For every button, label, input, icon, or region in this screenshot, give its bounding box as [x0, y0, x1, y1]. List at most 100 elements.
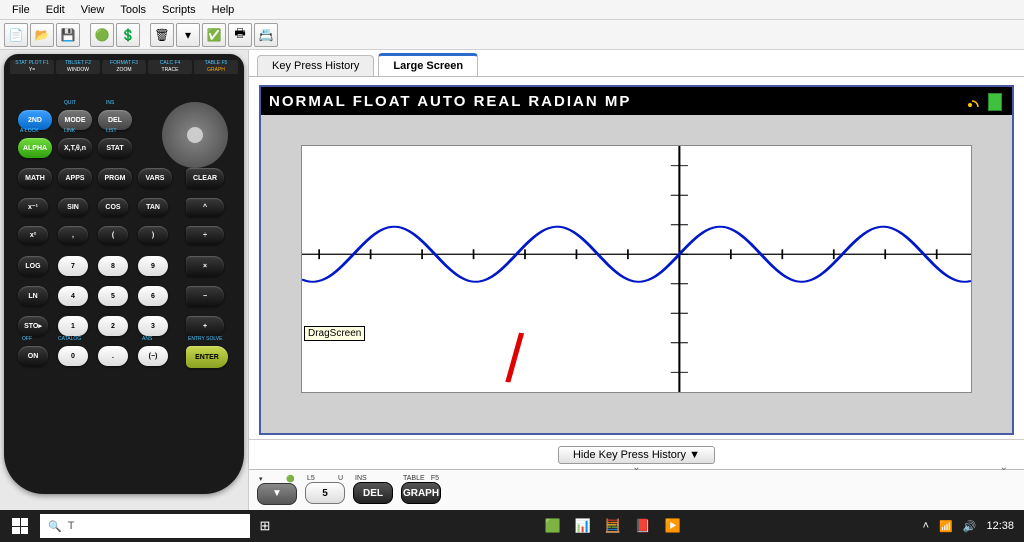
key-clear[interactable]: CLEAR [186, 168, 224, 188]
taskbar-search[interactable]: 🔍 T [40, 514, 250, 538]
fkey-trace[interactable]: CALC F4TRACE [148, 60, 192, 74]
calculator-keypad: 2ND MODE DEL QUIT INS ALPHA X,T,θ,n STAT… [10, 80, 238, 460]
key-1[interactable]: 1 [58, 316, 88, 336]
key-prgm[interactable]: PRGM [98, 168, 132, 188]
key-sq[interactable]: x² [18, 226, 48, 244]
app-icon-3[interactable]: 🧮 [600, 513, 626, 539]
key-math[interactable]: MATH [18, 168, 52, 188]
ks-graph[interactable]: TABLEF5 GRAPH [401, 475, 441, 504]
battery-icon [988, 93, 1002, 111]
strip-handle-icon[interactable]: ⌄ [625, 462, 649, 474]
plot-area[interactable]: DragScreen [301, 145, 972, 393]
key-vars[interactable]: VARS [138, 168, 172, 188]
key-stat[interactable]: STAT [98, 138, 132, 158]
status-strip: NORMAL FLOAT AUTO REAL RADIAN MP [261, 87, 1012, 115]
fkey-zoom[interactable]: FORMAT F3ZOOM [102, 60, 146, 74]
key-2[interactable]: 2 [98, 316, 128, 336]
key-enter[interactable]: ENTER [186, 346, 228, 368]
fkey-graph[interactable]: TABLE F5GRAPH [194, 60, 238, 74]
calculator-panel: STAT PLOT F1Y= TBLSET F2WINDOW FORMAT F3… [0, 50, 248, 510]
fkey-y[interactable]: STAT PLOT F1Y= [10, 60, 54, 74]
tab-large-screen[interactable]: Large Screen [378, 53, 478, 76]
key-sub[interactable]: − [186, 286, 224, 306]
tb-trash-icon[interactable]: 🗑 [150, 23, 174, 47]
tray-wifi-icon[interactable]: 📶 [939, 520, 953, 533]
key-alpha[interactable]: ALPHA [18, 138, 52, 158]
tb-check-icon[interactable]: ✅ [202, 23, 226, 47]
key-div[interactable]: ÷ [186, 226, 224, 244]
key-7[interactable]: 7 [58, 256, 88, 276]
tray-chevron-icon[interactable]: ˄ [923, 520, 929, 532]
toolbar: 📄 📂 💾 🟢 💲 🗑 ▾ ✅ 🖶 📇 [0, 20, 1024, 50]
key-caret[interactable]: ^ [186, 198, 224, 216]
status-text: NORMAL FLOAT AUTO REAL RADIAN MP [269, 93, 631, 110]
key-9[interactable]: 9 [138, 256, 168, 276]
tb-run-icon[interactable]: 🟢 [90, 23, 114, 47]
key-inv[interactable]: x⁻¹ [18, 198, 48, 216]
key-mode[interactable]: MODE [58, 110, 92, 130]
key-rparen[interactable]: ) [138, 226, 168, 244]
taskview-icon[interactable]: ⊞ [252, 513, 278, 539]
key-0[interactable]: 0 [58, 346, 88, 366]
key-sin[interactable]: SIN [58, 198, 88, 216]
tb-money-icon[interactable]: 💲 [116, 23, 140, 47]
key-apps[interactable]: APPS [58, 168, 92, 188]
key-add[interactable]: + [186, 316, 224, 336]
menu-file[interactable]: File [4, 2, 38, 18]
dpad[interactable] [162, 102, 228, 168]
app-icon-1[interactable]: 🟩 [540, 513, 566, 539]
taskbar-clock[interactable]: 12:38 [986, 520, 1014, 532]
ks-del[interactable]: INS DEL [353, 475, 393, 504]
tb-dropdown-icon[interactable]: ▾ [176, 23, 200, 47]
app-icon-5[interactable]: ▶️ [660, 513, 686, 539]
tb-print-icon[interactable]: 🖶 [228, 23, 252, 47]
app-icon-2[interactable]: 📊 [570, 513, 596, 539]
key-log[interactable]: LOG [18, 256, 48, 276]
ks-down[interactable]: ▾🟢 ▼ [257, 475, 297, 505]
tb-card-icon[interactable]: 📇 [254, 23, 278, 47]
menu-tools[interactable]: Tools [112, 2, 154, 18]
tray-vol-icon[interactable]: 🔊 [963, 520, 977, 533]
signal-icon [966, 95, 980, 109]
key-2nd[interactable]: 2ND [18, 110, 52, 130]
menu-edit[interactable]: Edit [38, 2, 73, 18]
key-cos[interactable]: COS [98, 198, 128, 216]
search-icon: 🔍 [48, 520, 62, 533]
key-4[interactable]: 4 [58, 286, 88, 306]
drag-tooltip: DragScreen [304, 326, 365, 341]
key-8[interactable]: 8 [98, 256, 128, 276]
search-placeholder: T [68, 520, 75, 532]
tb-open-icon[interactable]: 📂 [30, 23, 54, 47]
menu-view[interactable]: View [73, 2, 113, 18]
key-3[interactable]: 3 [138, 316, 168, 336]
key-comma[interactable]: , [58, 226, 88, 244]
tabs: Key Press History Large Screen [249, 50, 1024, 77]
key-ln[interactable]: LN [18, 286, 48, 306]
tb-new-icon[interactable]: 📄 [4, 23, 28, 47]
key-sto[interactable]: STO▸ [18, 316, 48, 336]
app-icon-4[interactable]: 📕 [630, 513, 656, 539]
ks-5[interactable]: L5U 5 [305, 475, 345, 504]
key-tan[interactable]: TAN [138, 198, 168, 216]
strip-handle-right-icon[interactable]: ⌄ [1000, 462, 1008, 473]
tb-save-icon[interactable]: 💾 [56, 23, 80, 47]
menu-help[interactable]: Help [204, 2, 243, 18]
start-button[interactable] [0, 518, 40, 534]
key-5[interactable]: 5 [98, 286, 128, 306]
key-xton[interactable]: X,T,θ,n [58, 138, 92, 158]
key-on[interactable]: ON [18, 346, 48, 366]
key-mul[interactable]: × [186, 256, 224, 276]
menu-scripts[interactable]: Scripts [154, 2, 204, 18]
system-tray: ˄ 📶 🔊 12:38 [913, 520, 1024, 533]
key-history-strip: ⌄ ▾🟢 ▼ L5U 5 INS DEL TABLEF5 GRAPH ⌄ [249, 469, 1024, 510]
key-del[interactable]: DEL [98, 110, 132, 130]
menu-bar: File Edit View Tools Scripts Help [0, 0, 1024, 20]
key-6[interactable]: 6 [138, 286, 168, 306]
fkey-window[interactable]: TBLSET F2WINDOW [56, 60, 100, 74]
key-dot[interactable]: . [98, 346, 128, 366]
tab-key-history[interactable]: Key Press History [257, 55, 374, 76]
key-neg[interactable]: (−) [138, 346, 168, 366]
key-lparen[interactable]: ( [98, 226, 128, 244]
taskbar: 🔍 T ⊞ 🟩 📊 🧮 📕 ▶️ ˄ 📶 🔊 12:38 [0, 510, 1024, 542]
calculator-body: STAT PLOT F1Y= TBLSET F2WINDOW FORMAT F3… [4, 54, 244, 494]
